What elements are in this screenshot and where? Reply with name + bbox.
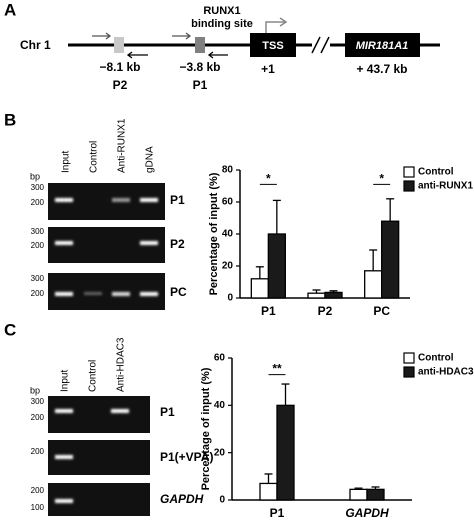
distance-label: +1 (261, 62, 275, 76)
panel-label: B (4, 110, 16, 129)
lane-label: Control (88, 360, 99, 392)
marker-label: 200 (31, 413, 45, 422)
gene-label: MIR181A1 (356, 40, 409, 52)
bar (366, 488, 385, 501)
marker-label: 200 (31, 447, 45, 456)
bar (267, 233, 286, 299)
y-tick-label: 40 (214, 400, 226, 411)
legend-label: Control (418, 167, 454, 178)
y-tick-label: 20 (214, 447, 226, 458)
marker-label: 300 (31, 397, 45, 406)
x-tick-label: P1 (261, 304, 276, 318)
bp-label: bp (30, 385, 40, 395)
marker-label: 300 (31, 227, 45, 236)
gel-label: P1 (170, 193, 185, 207)
site-label: binding site (191, 18, 253, 30)
tss-label: TSS (262, 40, 283, 52)
bar (259, 482, 278, 501)
bar (349, 488, 368, 501)
panel-label: A (4, 0, 16, 19)
bar (307, 292, 326, 299)
marker-label: 200 (31, 289, 45, 298)
y-tick-label: 80 (222, 165, 234, 176)
site-label: RUNX1 (203, 5, 240, 17)
legend-label: anti-RUNX1 (418, 181, 473, 192)
significance-label: ** (272, 362, 282, 376)
legend-swatch (403, 166, 415, 178)
gel-image (48, 183, 165, 310)
distance-label: −3.8 kb (179, 60, 220, 74)
bar (364, 270, 383, 299)
legend-swatch (403, 180, 415, 192)
legend-label: Control (418, 353, 454, 364)
lane-label: Anti-RUNX1 (117, 118, 128, 173)
gel-label: PC (170, 285, 187, 299)
lane-label: Input (61, 151, 72, 173)
legend-swatch (403, 366, 415, 378)
marker-label: 200 (31, 241, 45, 250)
y-axis-label: Percentage of input (%) (208, 172, 220, 295)
gel-image (48, 396, 150, 516)
significance-label: * (379, 172, 384, 186)
x-tick-label: PC (373, 304, 390, 318)
gene-diagram (68, 17, 440, 59)
y-tick-label: 20 (222, 261, 234, 272)
chromosome-label: Chr 1 (20, 38, 51, 52)
gel-label: P1 (160, 405, 175, 419)
x-tick-label: P2 (318, 304, 333, 318)
lane-label: gDNA (145, 146, 156, 173)
distance-label: −8.1 kb (99, 60, 140, 74)
y-axis-label: Percentage of input (%) (200, 367, 212, 490)
lane-label: Input (60, 370, 71, 392)
y-tick-label: 60 (214, 353, 226, 364)
primer-label: P2 (113, 78, 128, 92)
bar (276, 404, 295, 501)
marker-label: 100 (31, 503, 45, 512)
marker-label: 300 (31, 183, 45, 192)
significance-label: * (266, 172, 271, 186)
gel-label: GAPDH (160, 492, 204, 506)
distance-label: + 43.7 kb (356, 62, 407, 76)
x-tick-label: P1 (270, 506, 285, 520)
bar (324, 291, 343, 299)
bp-label: bp (30, 171, 40, 181)
y-tick-label: 40 (222, 229, 234, 240)
bar (381, 220, 400, 299)
gel-label: P1(+VPA) (160, 450, 213, 464)
lane-label: Anti-HDAC3 (116, 337, 127, 392)
legend-swatch (403, 352, 415, 364)
x-tick-label: GAPDH (345, 506, 389, 520)
marker-label: 200 (31, 486, 45, 495)
marker-label: 200 (31, 198, 45, 207)
y-tick-label: 0 (219, 495, 225, 506)
primer-label: P1 (193, 78, 208, 92)
legend-label: anti-HDAC3 (418, 367, 474, 378)
gel-label: P2 (170, 237, 185, 251)
lane-label: Control (89, 141, 100, 173)
marker-label: 300 (31, 274, 45, 283)
y-tick-label: 60 (222, 197, 234, 208)
panel-label: C (4, 320, 16, 339)
bar (250, 278, 269, 299)
y-tick-label: 0 (227, 293, 233, 304)
